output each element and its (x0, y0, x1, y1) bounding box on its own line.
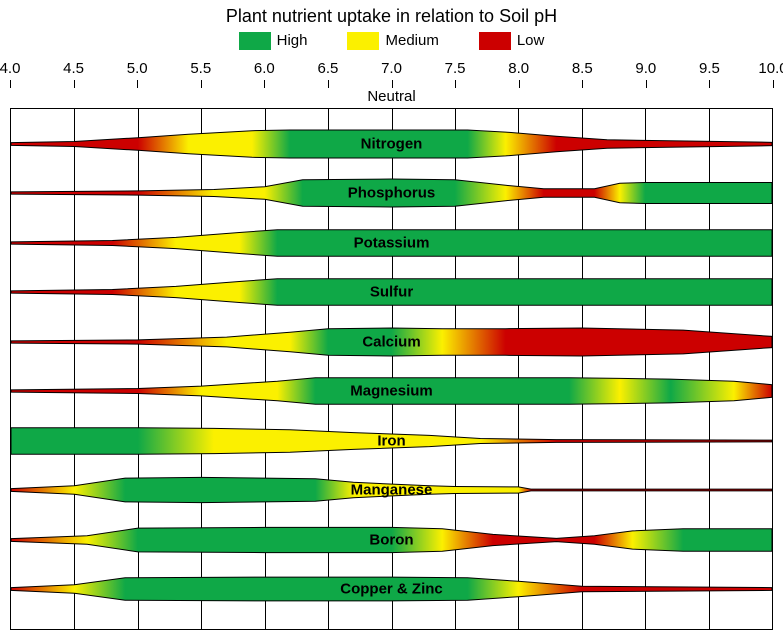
legend-label: High (277, 32, 308, 49)
nutrient-row: Iron (11, 427, 772, 455)
axis-tick-label: 8.5 (572, 60, 593, 77)
axis-tick (10, 80, 11, 88)
nutrient-label: Copper & Zinc (340, 581, 443, 598)
nutrient-row: Sulfur (11, 278, 772, 306)
axis-tick (137, 80, 138, 88)
legend-label: Medium (385, 32, 438, 49)
nutrient-label: Nitrogen (361, 135, 423, 152)
nutrient-label: Manganese (351, 482, 433, 499)
nutrient-label: Potassium (354, 234, 430, 251)
nutrient-row: Copper & Zinc (11, 575, 772, 603)
legend-item: High (239, 32, 308, 50)
nutrient-row: Boron (11, 526, 772, 554)
axis-tick (646, 80, 647, 88)
axis-tick-label: 9.5 (699, 60, 720, 77)
nutrient-label: Boron (369, 531, 413, 548)
nutrient-label: Calcium (362, 333, 420, 350)
plot-area: Nitrogen Phosphorus Potassium Sulfur Calcium… (10, 108, 773, 630)
chart-title: Plant nutrient uptake in relation to Soi… (0, 6, 783, 27)
axis-tick-label: 5.0 (127, 60, 148, 77)
legend-item: Medium (347, 32, 438, 50)
nutrient-label: Iron (377, 432, 405, 449)
axis-tick-label: 4.0 (0, 60, 20, 77)
axis-tick (264, 80, 265, 88)
nutrient-label: Magnesium (350, 383, 433, 400)
axis-tick-label: 8.0 (508, 60, 529, 77)
axis-tick (74, 80, 75, 88)
axis-tick-label: 7.5 (445, 60, 466, 77)
axis-tick (519, 80, 520, 88)
axis-tick-label: 10.0 (758, 60, 783, 77)
nutrient-row: Potassium (11, 229, 772, 257)
axis-tick-label: 7.0 (381, 60, 402, 77)
legend: High Medium Low (0, 32, 783, 50)
nutrient-label: Phosphorus (348, 185, 436, 202)
axis-tick (455, 80, 456, 88)
x-axis-labels: 4.04.55.05.56.06.57.07.58.08.59.09.510.0 (10, 60, 773, 80)
nutrient-ph-chart: Plant nutrient uptake in relation to Soi… (0, 0, 783, 640)
axis-tick (709, 80, 710, 88)
nutrient-row: Nitrogen (11, 130, 772, 158)
legend-swatch (239, 32, 271, 50)
axis-tick-label: 5.5 (190, 60, 211, 77)
nutrient-row: Manganese (11, 476, 772, 504)
axis-tick (582, 80, 583, 88)
nutrient-row: Phosphorus (11, 179, 772, 207)
nutrient-row: Magnesium (11, 377, 772, 405)
axis-tick-label: 6.0 (254, 60, 275, 77)
axis-tick-label: 9.0 (635, 60, 656, 77)
legend-swatch (347, 32, 379, 50)
legend-swatch (479, 32, 511, 50)
axis-area: 4.04.55.05.56.06.57.07.58.08.59.09.510.0… (10, 60, 773, 630)
axis-tick-label: 6.5 (317, 60, 338, 77)
axis-tick (392, 80, 393, 88)
nutrient-label: Sulfur (370, 284, 413, 301)
axis-tick (328, 80, 329, 88)
axis-tick (773, 80, 774, 88)
legend-label: Low (517, 32, 545, 49)
axis-tick (201, 80, 202, 88)
neutral-label: Neutral (367, 88, 415, 105)
nutrient-row: Calcium (11, 328, 772, 356)
legend-item: Low (479, 32, 545, 50)
axis-tick-label: 4.5 (63, 60, 84, 77)
